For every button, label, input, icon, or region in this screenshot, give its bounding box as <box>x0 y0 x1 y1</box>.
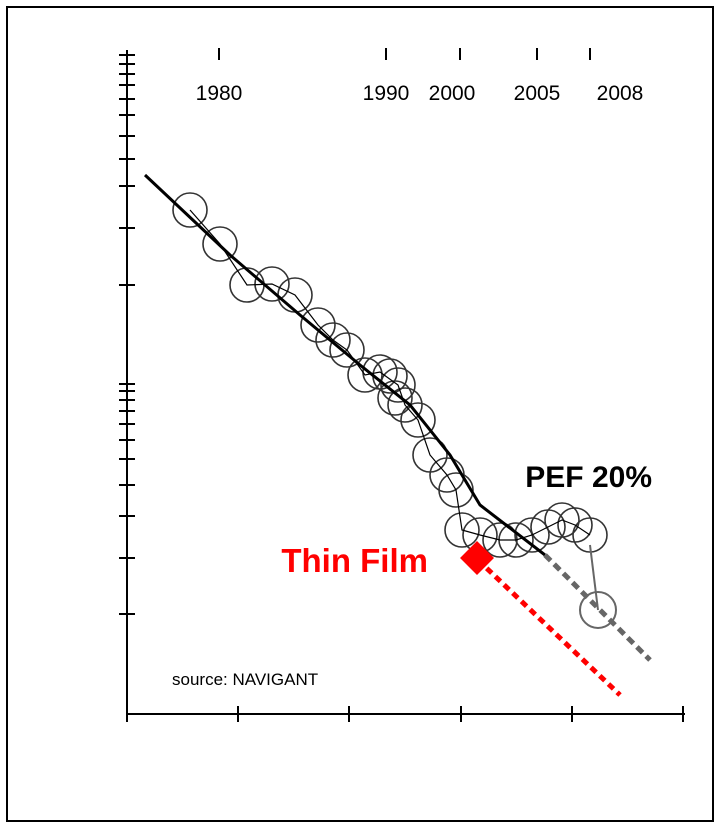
top-axis-label-2005: 2005 <box>514 82 561 105</box>
data-point <box>444 512 480 548</box>
top-axis-label-1990: 1990 <box>363 82 410 105</box>
top-axis-labels: 1980 1990 2000 2005 2008 <box>196 82 644 105</box>
top-axis-label-2008: 2008 <box>597 82 644 105</box>
data-point <box>254 266 290 302</box>
data-point <box>315 322 351 358</box>
data-point <box>400 402 436 438</box>
data-markers <box>172 192 608 558</box>
top-axis-label-2000: 2000 <box>429 82 476 105</box>
chart-frame <box>6 6 714 822</box>
data-point <box>387 387 423 423</box>
pef-annotation: PEF 20% <box>525 461 652 494</box>
data-point <box>380 367 416 403</box>
data-point <box>377 380 413 416</box>
axes <box>119 48 685 722</box>
top-axis-label-1980: 1980 <box>196 82 243 105</box>
thin-film-projection <box>476 558 622 697</box>
projection-line <box>543 553 652 662</box>
data-point <box>347 357 383 393</box>
data-connect-line <box>189 209 591 541</box>
trend-line <box>143 173 546 557</box>
data-point <box>202 226 238 262</box>
data-point <box>329 332 365 368</box>
source-label: source: NAVIGANT <box>172 670 318 689</box>
marker-2008 <box>579 544 617 629</box>
data-point <box>300 307 336 343</box>
thin-film-label: Thin Film <box>281 542 428 579</box>
data-point <box>438 472 474 508</box>
data-point <box>172 192 208 228</box>
data-point <box>514 517 550 553</box>
thin-film-diamond <box>460 541 494 575</box>
